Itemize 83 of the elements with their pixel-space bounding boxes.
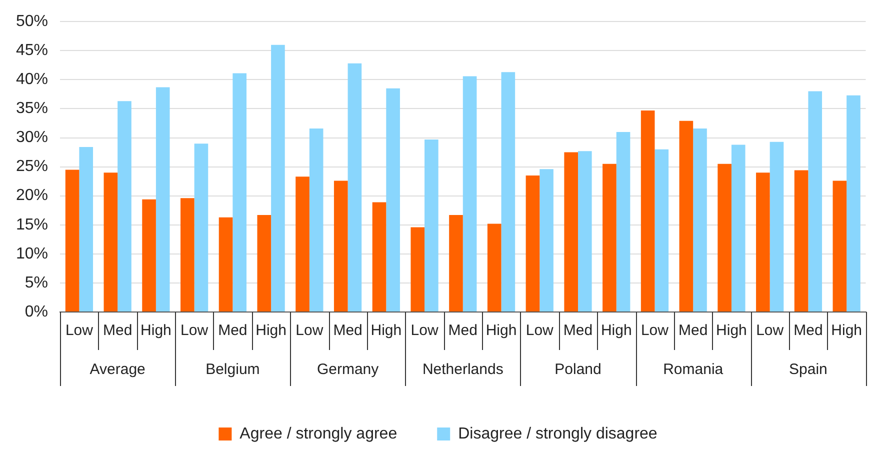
bar [348,63,362,312]
bar [65,170,80,312]
y-tick-label: 35% [16,100,48,118]
bar [794,170,808,312]
text: Average [90,361,146,378]
bar [770,142,784,312]
bar [808,91,822,312]
y-tick-label: 0% [24,303,48,320]
bar [832,180,847,312]
x-tick-label: Low [756,322,784,340]
bar [693,128,707,312]
text: Romania [663,361,724,378]
bar [257,215,272,312]
bar [104,172,118,312]
bar [334,180,348,312]
bar [654,149,669,312]
bar [232,73,246,312]
x-tick-label: Med [794,322,823,340]
x-tick-label: Med [448,322,478,340]
x-tick-label: Med [333,322,362,340]
bar [526,176,540,312]
bar [487,224,502,312]
x-tick-label: Med [218,322,248,340]
x-tick-label: High [256,322,286,340]
bar [846,95,860,312]
bar [142,199,156,312]
x-tick-label: High [600,322,632,340]
bar [424,140,438,312]
bar [410,227,425,312]
x-tick-label: Low [410,322,438,340]
x-tick-label: Low [65,322,94,340]
text: Poland [554,361,602,378]
bar [449,215,463,312]
bar [271,44,285,312]
bar [718,164,732,312]
bar [309,128,324,312]
y-tick-label: 25% [16,158,48,176]
bar [756,172,770,312]
bar [540,169,554,312]
y-tick-label: 50% [16,13,48,30]
x-tick-label: Low [640,322,669,340]
text: Netherlands [422,361,504,378]
bar [372,202,386,312]
bar [616,132,630,312]
bar [156,87,170,312]
bar [118,101,132,312]
y-tick-label: 45% [16,42,48,60]
y-tick-label: 20% [16,187,48,204]
x-tick-label: High [831,322,862,340]
bar [501,72,516,312]
bar [679,120,694,312]
legend-label: Disagree / strongly disagree [458,425,658,442]
x-tick-label: Med [563,322,593,340]
x-tick-label: High [140,322,172,340]
bar [79,147,94,312]
x-tick-label: High [370,322,402,340]
bar [218,217,233,312]
y-tick-label: 15% [16,216,48,234]
x-tick-label: Med [678,322,708,340]
y-tick-label: 30% [16,129,48,146]
x-tick-label: High [486,322,517,340]
text: Spain [789,361,828,378]
bar [462,76,477,312]
x-tick-label: High [716,322,747,340]
bar [386,88,400,312]
y-tick-label: 5% [24,274,48,292]
bar [731,144,746,312]
text: Germany [316,361,380,378]
legend-label: Agree / strongly agree [240,425,398,442]
bar [564,152,578,312]
bar [602,164,616,312]
bar [180,198,194,312]
y-tick-label: 40% [16,71,48,88]
bar [578,151,592,312]
x-tick-label: Low [180,322,208,340]
bar [194,144,208,312]
x-tick-label: Med [102,322,132,340]
x-tick-label: Low [526,322,554,340]
x-tick-label: Low [296,322,324,340]
y-tick-label: 10% [16,245,48,262]
bar [640,110,655,312]
text: Belgium [206,361,260,378]
bar [296,176,310,312]
